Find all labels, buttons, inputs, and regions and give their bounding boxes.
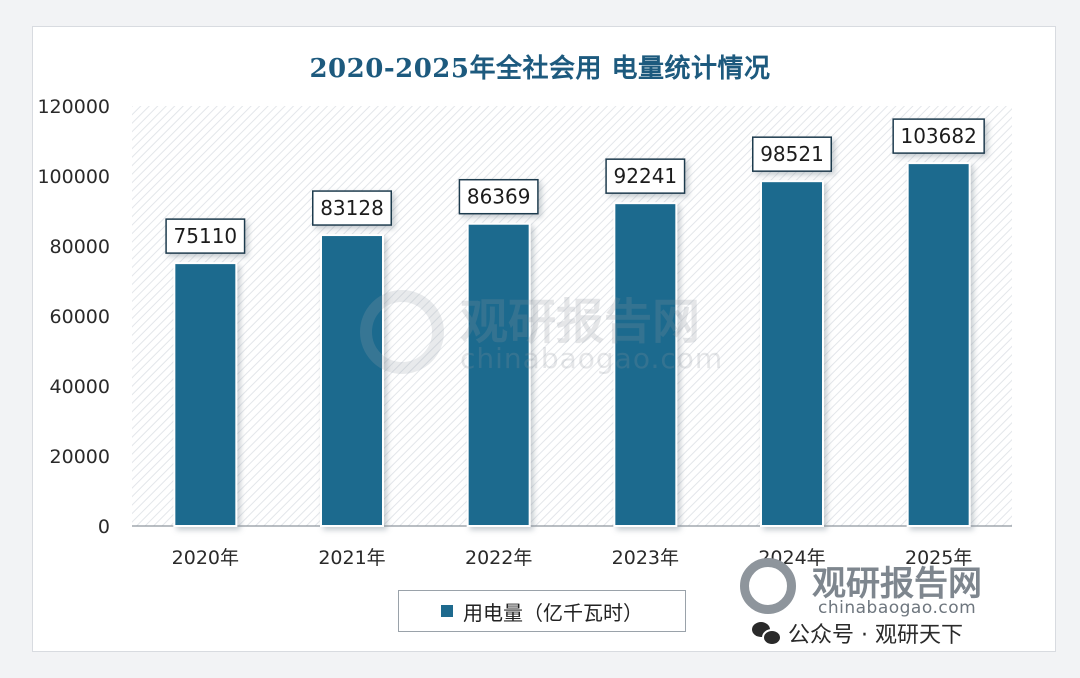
y-tick-label: 40000 <box>50 376 110 398</box>
brand-logo: 观研报告网 chinabaogao.com <box>740 556 1040 618</box>
y-tick-label: 100000 <box>37 166 110 188</box>
data-label: 75110 <box>174 224 238 248</box>
x-tick-label: 2025年 <box>905 547 972 569</box>
bar <box>613 202 678 527</box>
bar <box>320 234 384 527</box>
x-tick-label: 2021年 <box>318 547 385 569</box>
y-tick-label: 80000 <box>50 236 110 258</box>
data-label-box <box>605 158 686 194</box>
wechat-footer: 公众号 · 观研天下 <box>752 618 963 648</box>
data-label-box <box>892 118 985 154</box>
legend-swatch <box>441 605 453 617</box>
legend: 用电量（亿千瓦时） <box>398 590 686 632</box>
x-tick-label: 2020年 <box>172 547 239 569</box>
y-tick-label: 20000 <box>50 446 110 468</box>
data-label: 103682 <box>900 124 976 148</box>
bar <box>906 162 971 527</box>
y-tick-label: 60000 <box>50 306 110 328</box>
plot-area <box>132 106 1012 526</box>
data-label-box <box>752 136 832 172</box>
chart-title: 2020-2025年全社会用 电量统计情况 <box>309 54 771 84</box>
data-label-box <box>312 190 392 226</box>
data-label: 92241 <box>614 164 678 188</box>
x-tick-label: 2023年 <box>612 547 679 569</box>
bar <box>760 180 824 527</box>
x-tick-label: 2022年 <box>465 547 532 569</box>
bar <box>466 222 531 527</box>
data-label: 98521 <box>760 142 824 166</box>
wechat-icon <box>752 622 782 646</box>
data-label-box <box>165 218 246 254</box>
brand-name-cn: 观研报告网 <box>812 564 982 604</box>
wechat-text: 公众号 · 观研天下 <box>788 623 963 648</box>
data-label: 86369 <box>467 185 531 209</box>
data-label: 83128 <box>320 196 384 220</box>
data-label-box <box>458 178 539 215</box>
brand-logo-icon <box>740 558 796 614</box>
legend-label: 用电量（亿千瓦时） <box>463 600 643 625</box>
bar <box>173 262 238 527</box>
y-tick-label: 0 <box>98 516 110 538</box>
brand-name-en: chinabaogao.com <box>818 598 977 618</box>
y-tick-label: 120000 <box>37 96 110 118</box>
